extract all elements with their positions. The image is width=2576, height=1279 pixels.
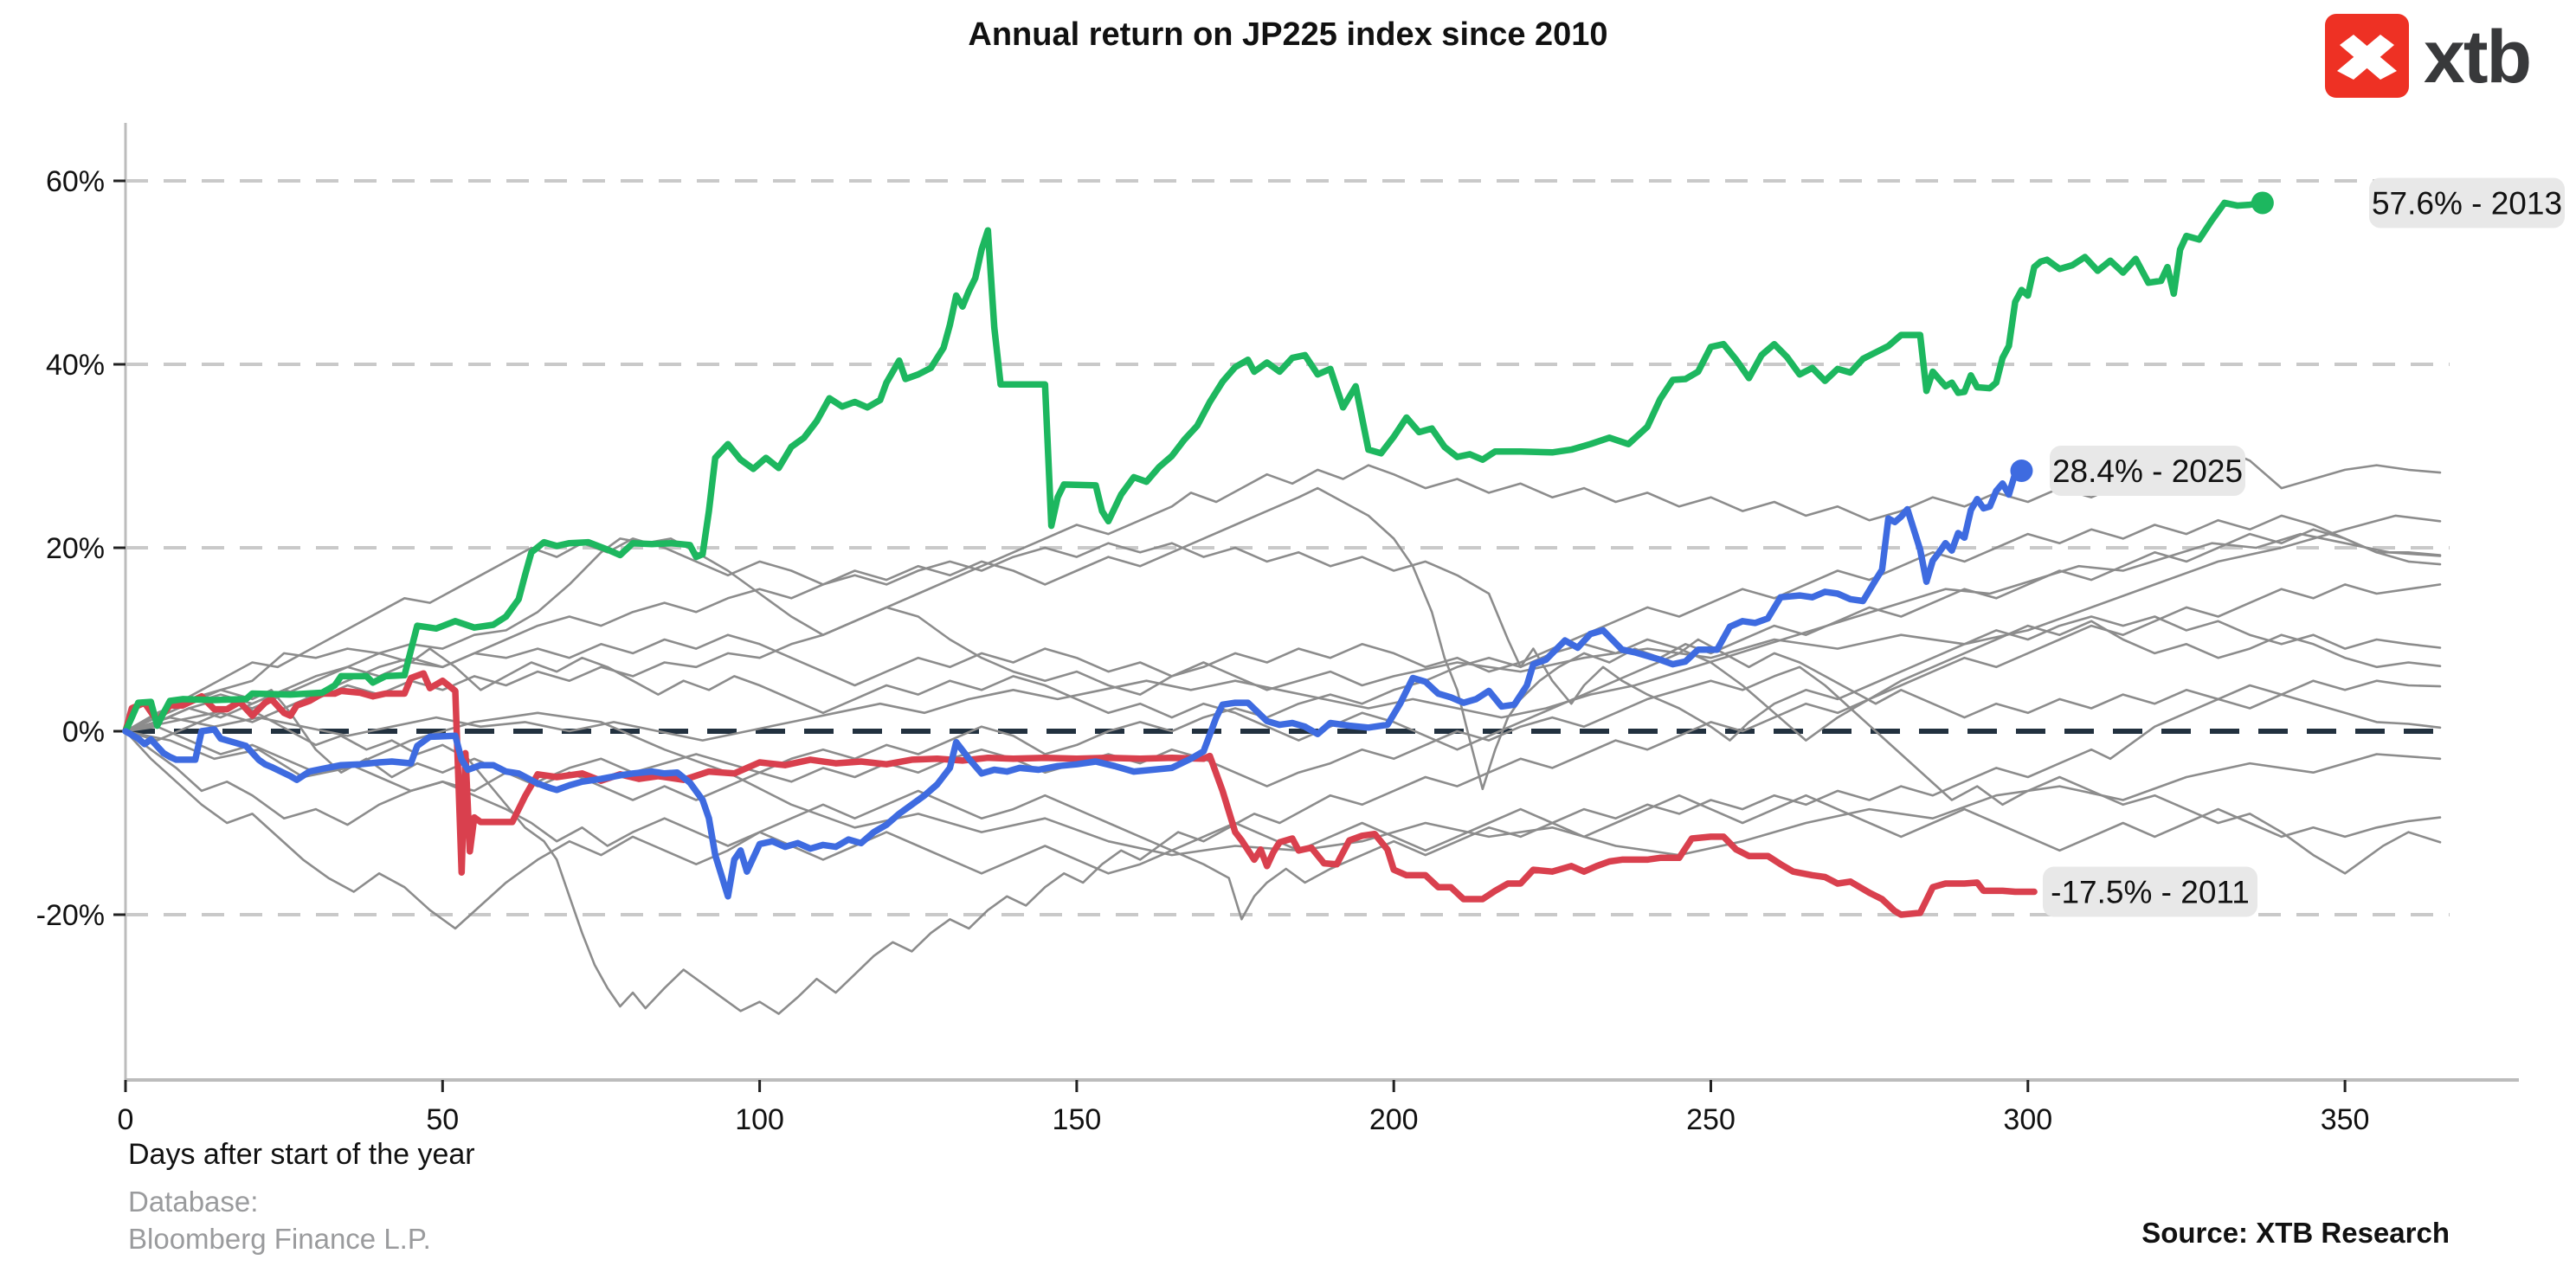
x-tick-label-50: 50 xyxy=(426,1103,459,1136)
series-line-2020 xyxy=(124,583,2442,1015)
x-tick-label-250: 250 xyxy=(1686,1103,1736,1136)
gridlines xyxy=(126,179,2450,916)
xtb-logo-text: xtb xyxy=(2424,16,2530,99)
footer-database-name: Bloomberg Finance L.P. xyxy=(128,1223,431,1255)
x-tick-label-350: 350 xyxy=(2321,1103,2370,1136)
x-axis-title: Days after start of the year xyxy=(128,1138,475,1171)
annotation-label-2011: -17.5% - 2011 xyxy=(2051,875,2250,910)
series-line-2021 xyxy=(124,638,2442,751)
axes: 60% 40% 20% 0% -20% 0 50 100 150 200 250 300 350 xyxy=(36,123,2519,1136)
y-tick-label-40%: 40% xyxy=(46,349,105,382)
series-line-2024 xyxy=(124,486,2442,791)
series-line-2012 xyxy=(124,514,2442,733)
x-tick-label-100: 100 xyxy=(735,1103,784,1136)
series-line-2013 xyxy=(122,199,2266,735)
footer-source: Source: XTB Research xyxy=(2141,1217,2450,1249)
x-tick-label-300: 300 xyxy=(2003,1103,2052,1136)
xtb-logo: xtb xyxy=(2325,14,2532,99)
x-tick-label-150: 150 xyxy=(1053,1103,1102,1136)
series-annotations: -17.5% - 2011 57.6% - 2013 28.4% - 2025 xyxy=(2010,177,2565,917)
series-line-2019 xyxy=(124,514,2442,733)
annotation-box-2011 xyxy=(2043,866,2257,917)
x-tick-label-200: 200 xyxy=(1369,1103,1419,1136)
annotation-label-2013: 57.6% - 2013 xyxy=(2372,185,2562,221)
footer-database-label: Database: xyxy=(128,1186,258,1218)
chart-title: Annual return on JP225 index since 2010 xyxy=(968,16,1607,53)
series-lines xyxy=(122,199,2442,1015)
series-line-2025 xyxy=(122,467,2025,900)
annotation-label-2025: 28.4% - 2025 xyxy=(2052,453,2243,489)
y-tick-label--20%: -20% xyxy=(36,899,105,932)
series-end-dot-2013 xyxy=(2251,191,2274,215)
x-tick-label-0: 0 xyxy=(118,1103,134,1136)
y-tick-label-20%: 20% xyxy=(46,532,105,565)
series-line-2015 xyxy=(124,542,2442,742)
series-line-2018 xyxy=(124,665,2442,875)
annotation-box-2025 xyxy=(2050,445,2245,496)
series-end-dot-2025 xyxy=(2010,459,2033,482)
series-line-2011 xyxy=(122,670,2038,918)
y-tick-label-0%: 0% xyxy=(62,716,105,749)
y-tick-label-60%: 60% xyxy=(46,165,105,198)
xtb-x-icon xyxy=(2337,35,2397,80)
series-line-2023 xyxy=(124,446,2442,733)
series-line-2016 xyxy=(124,693,2442,930)
annotation-box-2013 xyxy=(2369,177,2565,228)
